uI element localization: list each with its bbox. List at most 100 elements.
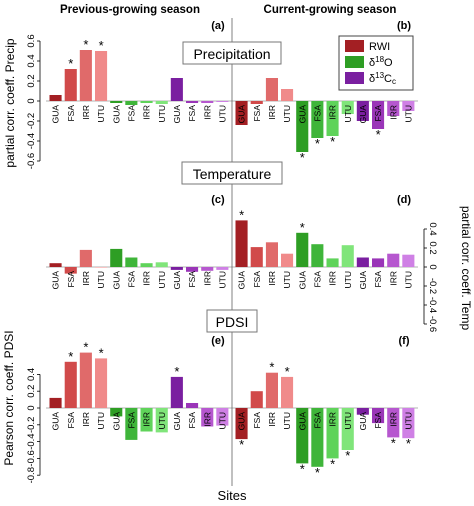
tick-label-b-6: IRR	[328, 105, 338, 120]
bar-e-10	[201, 408, 214, 427]
tick-label-e-9: FSA	[187, 412, 197, 429]
bar-e-3	[95, 358, 108, 408]
tick-label-e-11: UTU	[217, 412, 227, 429]
tick-label-d-8: GUA	[358, 271, 368, 290]
bar-a-8	[170, 78, 183, 101]
bar-f-7	[341, 408, 354, 450]
y-tick-label-e-3: -0.2	[26, 417, 37, 433]
panel-label-b: (b)	[397, 20, 411, 32]
tick-label-e-4: GUA	[111, 412, 121, 431]
tick-label-a-5: FSA	[126, 105, 136, 122]
y-tick-label-a-3: 0	[26, 98, 37, 103]
tick-label-a-0: GUA	[51, 105, 61, 124]
bar-f-3	[281, 376, 294, 408]
tick-label-d-7: UTU	[343, 271, 353, 288]
tick-label-d-0: GUA	[237, 271, 247, 290]
y-tick-label-d-4: -0.4	[427, 297, 438, 313]
bar-e-8	[170, 376, 183, 408]
tick-label-b-9: FSA	[373, 105, 383, 122]
bar-a-1	[64, 69, 77, 101]
significance-star-f-3: *	[285, 364, 290, 379]
tick-label-c-7: UTU	[157, 271, 167, 288]
header-current-season: Current-growing season	[264, 4, 397, 16]
bar-c-8	[170, 267, 183, 270]
tick-label-a-10: IRR	[202, 105, 212, 120]
tick-label-a-2: IRR	[81, 105, 91, 120]
bar-c-2	[79, 249, 92, 267]
bar-a-5	[125, 101, 138, 105]
bar-c-5	[125, 257, 138, 267]
y-tick-label-a-4: -0.2	[26, 113, 37, 129]
legend: RWI δ18O δ13Cc	[338, 35, 414, 91]
y-tick-label-d-3: -0.2	[427, 278, 438, 294]
bar-c-10	[201, 267, 214, 271]
row-title-pdsi: PDSI	[206, 309, 258, 333]
bar-f-2	[265, 372, 278, 408]
tick-label-e-3: UTU	[96, 412, 106, 429]
tick-label-e-6: IRR	[142, 412, 152, 427]
tick-label-f-5: FSA	[312, 412, 322, 429]
tick-label-f-0: GUA	[237, 412, 247, 431]
bar-b-9	[372, 101, 385, 129]
tick-label-f-1: FSA	[252, 412, 262, 429]
bar-a-3	[95, 51, 108, 101]
legend-swatch-rwi	[345, 40, 364, 52]
significance-star-e-8: *	[174, 364, 179, 379]
tick-label-b-7: UTU	[343, 105, 353, 122]
bar-a-0	[49, 95, 62, 101]
bar-b-11	[402, 101, 415, 111]
bar-b-0	[235, 101, 248, 125]
bar-f-1	[250, 391, 263, 408]
tick-label-c-6: IRR	[142, 271, 152, 286]
y-tick-label-e-2: 0	[26, 405, 37, 410]
panel-label-d: (d)	[397, 194, 411, 206]
significance-star-f-2: *	[269, 360, 274, 375]
significance-star-e-1: *	[68, 349, 73, 364]
y-tick-label-e-6: -0.8	[26, 467, 37, 483]
bar-b-5	[311, 101, 324, 138]
bar-f-11	[402, 408, 415, 439]
tick-label-b-4: GUA	[297, 105, 307, 124]
tick-label-c-9: FSA	[187, 271, 197, 288]
panel-label-f: (f)	[399, 335, 410, 347]
y-tick-label-a-0: 0.6	[26, 34, 37, 47]
bar-b-6	[326, 101, 339, 136]
bar-a-10	[201, 101, 214, 103]
y-tick-label-d-0: 0.4	[427, 222, 438, 235]
bar-d-10	[387, 253, 400, 267]
tick-label-c-10: IRR	[202, 271, 212, 286]
significance-star-f-11: *	[406, 436, 411, 451]
y-tick-label-e-0: 0.4	[26, 368, 37, 381]
significance-star-f-7: *	[345, 448, 350, 463]
legend-swatch-d18o	[345, 56, 364, 68]
tick-label-f-11: UTU	[403, 412, 413, 429]
panel-label-e: (e)	[211, 335, 225, 347]
row-title-precipitation-text: Precipitation	[193, 46, 270, 62]
tick-label-d-11: UTU	[403, 271, 413, 288]
y-tick-label-e-5: -0.6	[26, 450, 37, 466]
y-tick-label-d-5: -0.6	[427, 316, 438, 332]
tick-label-e-0: GUA	[51, 412, 61, 431]
tick-label-b-0: GUA	[237, 105, 247, 124]
tick-label-e-5: FSA	[126, 412, 136, 429]
significance-star-e-2: *	[83, 340, 88, 355]
bar-f-0	[235, 408, 248, 440]
bar-c-7	[155, 262, 168, 268]
tick-label-c-0: GUA	[51, 271, 61, 290]
tick-label-d-3: UTU	[282, 271, 292, 288]
tick-label-d-9: FSA	[373, 271, 383, 288]
panel-label-c: (c)	[211, 194, 225, 206]
tick-label-d-6: IRR	[328, 271, 338, 286]
bar-b-4	[296, 101, 309, 152]
tick-label-e-8: GUA	[172, 412, 182, 431]
significance-star-b-9: *	[376, 127, 381, 142]
ylabel-temp: partial corr. coeff. Temp	[459, 206, 473, 331]
y-tick-label-d-2: 0	[427, 264, 438, 269]
tick-label-f-6: IRR	[328, 412, 338, 427]
bar-a-7	[155, 101, 168, 104]
bar-e-2	[79, 352, 92, 408]
bar-c-1	[64, 267, 77, 274]
tick-label-f-8: GUA	[358, 412, 368, 431]
bar-e-0	[49, 397, 62, 408]
tick-label-a-6: IRR	[142, 105, 152, 120]
